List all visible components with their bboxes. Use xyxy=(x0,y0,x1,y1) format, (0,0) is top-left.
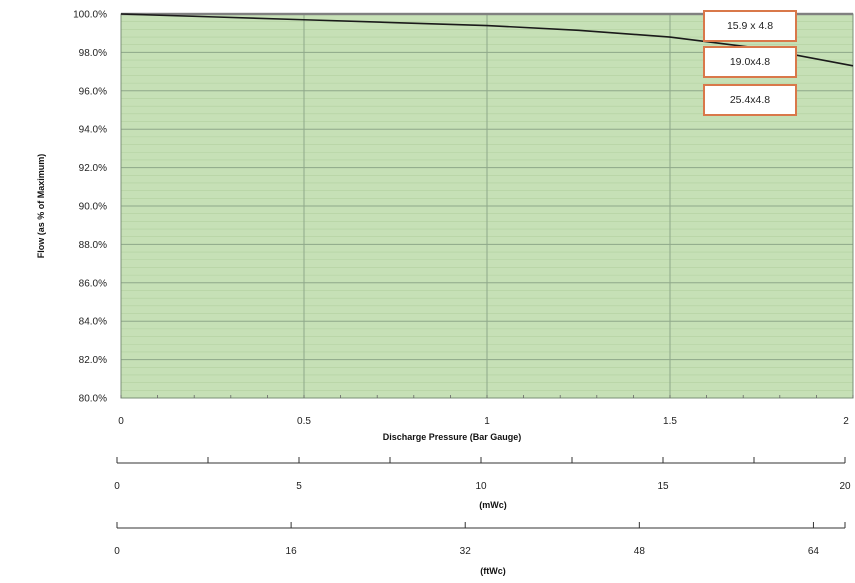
series-line-3 xyxy=(120,13,854,67)
x-axis-ticks: 0 0.5 1 1.5 2 xyxy=(118,416,849,427)
y-tick-label: 96.0% xyxy=(79,86,107,97)
x-tick-label: 1 xyxy=(484,416,490,427)
y-tick-label: 92.0% xyxy=(79,163,107,174)
secondary-axis-unit-label: (mWc) xyxy=(479,500,507,510)
y-axis-ticks: 80.0% 82.0% 84.0% 86.0% 88.0% 90.0% 92.0% 94.0%… xyxy=(73,10,107,405)
secondary-axis-tick-label: 15 xyxy=(657,481,669,492)
y-tick-label: 94.0% xyxy=(79,125,107,136)
x-axis-title: Discharge Pressure (Bar Gauge) xyxy=(383,432,522,442)
y-tick-label: 90.0% xyxy=(79,202,107,213)
legend-entry-3: 25.4x4.8 xyxy=(703,84,797,116)
y-tick-label: 88.0% xyxy=(79,240,107,251)
y-tick-label: 84.0% xyxy=(79,317,107,328)
secondary-axis-tick-label: 20 xyxy=(839,481,851,492)
secondary-axis-tick-label: 0 xyxy=(114,481,120,492)
x-tick-label: 0.5 xyxy=(297,416,311,427)
y-tick-label: 86.0% xyxy=(79,278,107,289)
y-axis-title: Flow (as % of Maximum) xyxy=(36,154,46,259)
x-tick-label: 0 xyxy=(118,416,124,427)
secondary-axis-tick-label: 32 xyxy=(460,546,472,557)
secondary-axes: 0 5 10 15 20 (mWc) 0 16 32 48 64 (ftWc) xyxy=(114,457,851,576)
y-tick-label: 80.0% xyxy=(79,394,107,405)
x-tick-label: 2 xyxy=(843,416,849,427)
legend-entry-1: 15.9 x 4.8 xyxy=(703,10,797,42)
secondary-axis-unit-label: (ftWc) xyxy=(480,566,506,576)
y-tick-label: 82.0% xyxy=(79,355,107,366)
legend-entry-2: 19.0x4.8 xyxy=(703,46,797,78)
secondary-axis-tick-label: 64 xyxy=(808,546,820,557)
y-tick-label: 100.0% xyxy=(73,10,107,21)
secondary-axis-tick-label: 0 xyxy=(114,546,120,557)
secondary-axis-tick-label: 5 xyxy=(296,481,302,492)
secondary-axis-tick-label: 48 xyxy=(634,546,646,557)
x-tick-label: 1.5 xyxy=(663,416,677,427)
secondary-axis-tick-label: 10 xyxy=(475,481,487,492)
y-tick-label: 98.0% xyxy=(79,48,107,59)
secondary-axis-tick-label: 16 xyxy=(286,546,298,557)
